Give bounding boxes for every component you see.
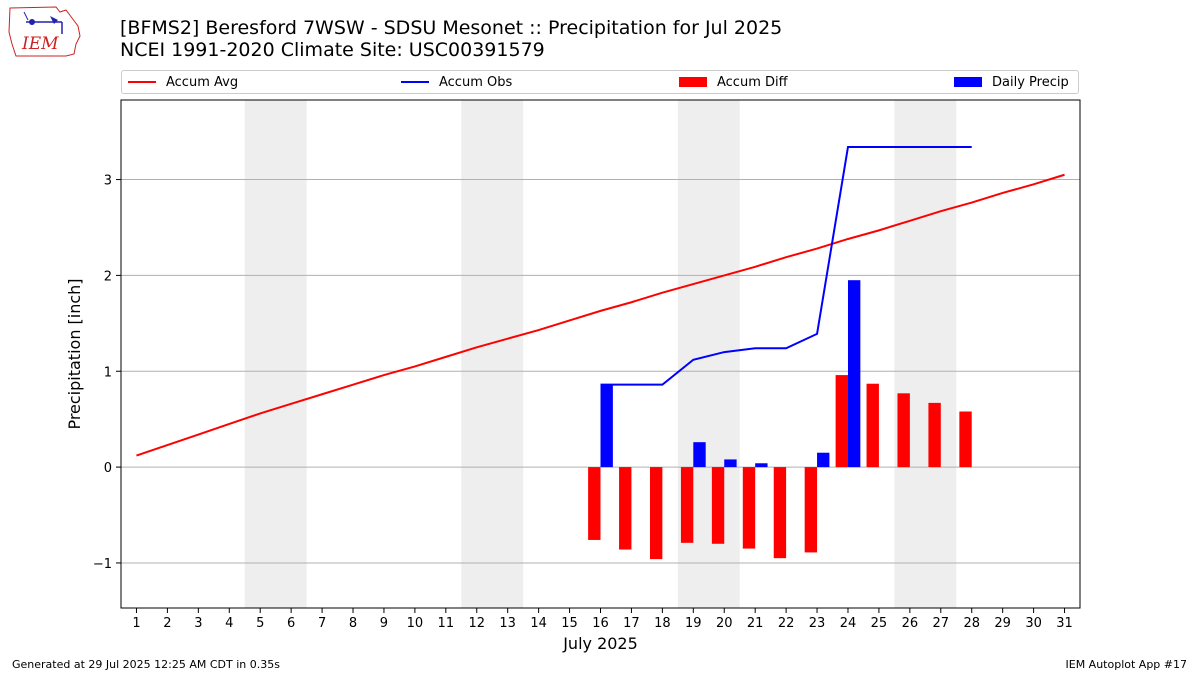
y-tick-label: 0 (104, 461, 112, 476)
chart-subtitle: NCEI 1991-2020 Climate Site: USC00391579 (120, 39, 545, 61)
legend-accum-obs: Accum Obs (401, 71, 512, 93)
weekend-band (244, 100, 307, 608)
x-tick-label: 21 (747, 616, 764, 631)
x-tick-label: 24 (840, 616, 857, 631)
logo-text: IEM (21, 34, 59, 54)
chart-title: [BFMS2] Beresford 7WSW - SDSU Mesonet ::… (120, 17, 783, 39)
x-tick-label: 5 (256, 616, 264, 631)
footer-app-id: IEM Autoplot App #17 (1065, 658, 1188, 671)
daily-precip-bar (724, 459, 737, 468)
x-tick-label: 28 (963, 616, 980, 631)
accum-diff-bar (649, 467, 663, 560)
y-tick-label: 1 (104, 365, 112, 380)
x-tick-label: 6 (287, 616, 295, 631)
accum-diff-bar (897, 393, 910, 468)
daily-precip-bar (817, 452, 830, 468)
legend-accum-diff: Accum Diff (679, 71, 788, 93)
x-tick-label: 18 (654, 616, 671, 631)
x-tick-label: 9 (380, 616, 388, 631)
x-tick-label: 22 (778, 616, 795, 631)
accum-obs-line (600, 145, 972, 386)
x-tick-label: 13 (499, 616, 516, 631)
x-tick-label: 17 (623, 616, 640, 631)
legend-daily-precip-label: Daily Precip (992, 74, 1069, 90)
accum-diff-bar (773, 467, 787, 559)
accum-diff-bar (680, 467, 694, 543)
legend-accum-avg-swatch (128, 81, 156, 83)
accum-diff-bar (928, 402, 941, 468)
x-tick-label: 15 (561, 616, 578, 631)
x-tick-label: 16 (592, 616, 609, 631)
accum-diff-bar (804, 467, 818, 553)
x-tick-label: 8 (349, 616, 357, 631)
daily-precip-bar (755, 463, 768, 468)
x-tick-label: 19 (685, 616, 702, 631)
footer-generated: Generated at 29 Jul 2025 12:25 AM CDT in… (12, 658, 280, 671)
weekend-band (461, 100, 524, 608)
x-tick-label: 31 (1056, 616, 1073, 631)
y-axis-label: Precipitation [inch] (65, 278, 84, 429)
x-tick-label: 25 (871, 616, 888, 631)
daily-precip-bar (693, 442, 706, 468)
accum-avg-line (136, 173, 1065, 457)
x-tick-label: 11 (438, 616, 455, 631)
y-tick-label: −1 (93, 557, 112, 572)
accum-diff-bar (711, 467, 725, 544)
accum-diff-bar (588, 467, 601, 540)
x-tick-label: 10 (407, 616, 424, 631)
legend-accum-obs-swatch (401, 81, 429, 83)
x-tick-label: 20 (716, 616, 733, 631)
accum-diff-bar (866, 383, 879, 468)
x-tick-label: 1 (132, 616, 140, 631)
x-tick-label: 29 (994, 616, 1011, 631)
x-tick-label: 7 (318, 616, 326, 631)
x-tick-label: 26 (902, 616, 919, 631)
accum-diff-bar (959, 411, 972, 468)
daily-precip-bar (847, 280, 861, 468)
legend-accum-avg-label: Accum Avg (166, 74, 239, 90)
legend-accum-diff-label: Accum Diff (717, 74, 788, 90)
x-tick-label: 2 (163, 616, 171, 631)
accum-diff-bar (835, 375, 848, 468)
x-tick-label: 30 (1025, 616, 1042, 631)
y-tick-label: 2 (104, 269, 112, 284)
x-axis-label: July 2025 (562, 634, 638, 653)
x-tick-label: 3 (194, 616, 202, 631)
chart-legend: Accum Avg Accum Obs Accum Diff Daily Pre… (121, 70, 1079, 94)
legend-accum-diff-swatch (679, 77, 707, 87)
daily-precip-bar (600, 384, 613, 468)
legend-daily-precip-swatch (954, 77, 982, 87)
legend-accum-obs-label: Accum Obs (439, 74, 513, 90)
weekend-band (894, 100, 957, 608)
accum-diff-bar (742, 467, 756, 549)
x-tick-label: 27 (933, 616, 950, 631)
x-tick-label: 23 (809, 616, 826, 631)
legend-accum-avg: Accum Avg (128, 71, 238, 93)
legend-daily-precip: Daily Precip (954, 71, 1069, 93)
y-tick-label: 3 (104, 174, 112, 189)
x-tick-label: 12 (468, 616, 485, 631)
x-tick-label: 14 (530, 616, 547, 631)
iem-logo: IEM (6, 4, 82, 62)
accum-diff-bar (619, 467, 632, 550)
x-tick-label: 4 (225, 616, 233, 631)
